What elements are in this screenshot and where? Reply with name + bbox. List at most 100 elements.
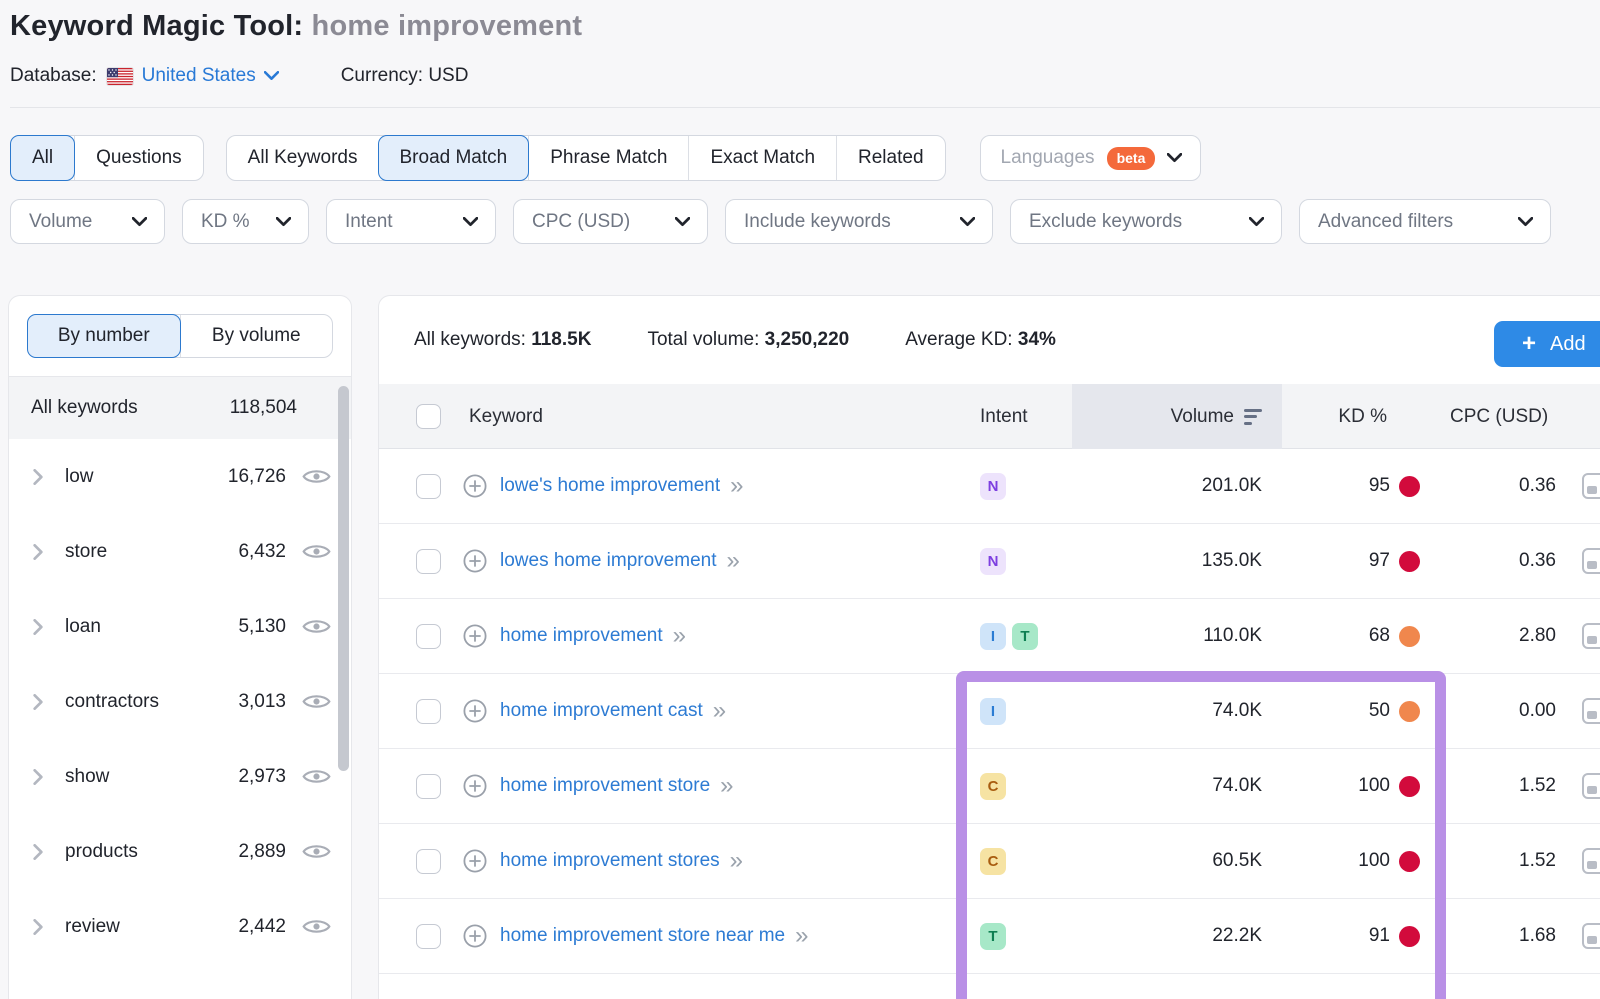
eye-icon[interactable] <box>302 542 331 561</box>
keyword-link[interactable]: home improvement cast <box>500 700 703 721</box>
kd-dot <box>1399 700 1420 722</box>
tab-exact-match[interactable]: Exact Match <box>688 136 836 180</box>
double-chevron-icon[interactable]: » <box>712 697 727 724</box>
keyword-link[interactable]: lowe's home improvement <box>500 475 721 496</box>
intent-cell: C <box>970 847 1072 875</box>
column-header-cpc[interactable]: CPC (USD) <box>1450 405 1549 427</box>
select-all-checkbox[interactable] <box>416 404 441 429</box>
filter-kd[interactable]: KD % <box>182 199 309 244</box>
intent-badge-commercial: C <box>980 772 1006 800</box>
toggle-by-number[interactable]: By number <box>27 314 181 358</box>
column-header-keyword[interactable]: Keyword <box>469 405 543 427</box>
sidebar-all-keywords-row[interactable]: All keywords 118,504 <box>9 376 351 439</box>
chevron-right-icon[interactable] <box>33 918 43 935</box>
plus-circle-icon[interactable] <box>463 549 487 573</box>
plus-circle-icon[interactable] <box>463 849 487 873</box>
filter-cpc-usd[interactable]: CPC (USD) <box>513 199 708 244</box>
languages-dropdown[interactable]: Languages beta <box>979 135 1202 181</box>
tab-broad-match[interactable]: Broad Match <box>377 135 530 181</box>
result-type-tabs: All Questions <box>10 135 204 181</box>
plus-circle-icon[interactable] <box>463 774 487 798</box>
double-chevron-icon[interactable]: » <box>730 472 744 499</box>
sidebar-group-contractors[interactable]: contractors 3,013 <box>9 664 351 739</box>
chevron-right-icon[interactable] <box>33 543 43 560</box>
eye-icon[interactable] <box>302 467 331 486</box>
chevron-right-icon[interactable] <box>33 468 43 485</box>
intent-badge-informational: I <box>980 622 1006 650</box>
double-chevron-icon[interactable]: » <box>729 847 744 874</box>
tab-related[interactable]: Related <box>836 136 945 180</box>
row-checkbox[interactable] <box>416 773 441 799</box>
plus-circle-icon[interactable] <box>463 924 487 948</box>
filter-exclude-keywords[interactable]: Exclude keywords <box>1010 199 1282 244</box>
row-checkbox[interactable] <box>416 473 441 499</box>
row-checkbox[interactable] <box>416 548 441 574</box>
kd-dot <box>1399 550 1420 572</box>
chevron-down-icon <box>276 216 291 226</box>
plus-circle-icon[interactable] <box>463 624 487 648</box>
eye-icon[interactable] <box>302 692 331 711</box>
chevron-right-icon[interactable] <box>33 618 43 635</box>
table-row: home improvement store near me » T 22.2K 91 1… <box>379 899 1600 974</box>
plus-circle-icon[interactable] <box>463 474 487 498</box>
keyword-link[interactable]: home improvement <box>500 625 663 646</box>
sidebar-group-low[interactable]: low 16,726 <box>9 439 351 514</box>
keyword-link[interactable]: home improvement store near me <box>500 925 786 946</box>
column-header-kd[interactable]: KD % <box>1338 405 1387 427</box>
row-checkbox[interactable] <box>416 848 441 874</box>
group-count: 16,726 <box>227 465 286 487</box>
tab-all-keywords[interactable]: All Keywords <box>227 136 379 180</box>
filter-intent[interactable]: Intent <box>326 199 496 244</box>
add-button[interactable]: + Add <box>1494 321 1600 367</box>
keyword-groups-sidebar: By number By volume All keywords 118,504 … <box>8 295 352 999</box>
volume-value: 135.0K <box>1201 550 1262 571</box>
tab-phrase-match[interactable]: Phrase Match <box>528 136 688 180</box>
serp-features-icon <box>1582 548 1600 574</box>
tab-all[interactable]: All <box>10 135 76 181</box>
database-selector[interactable]: United States <box>142 65 279 87</box>
double-chevron-icon[interactable]: » <box>795 922 809 949</box>
eye-icon[interactable] <box>302 842 331 861</box>
sidebar-group-review[interactable]: review 2,442 <box>9 889 351 964</box>
table-row: lowe's home improvement » N 201.0K 95 0.36 <box>379 449 1600 524</box>
keyword-link[interactable]: lowes home improvement <box>500 550 717 571</box>
sidebar-group-store[interactable]: store 6,432 <box>9 514 351 589</box>
sidebar-group-loan[interactable]: loan 5,130 <box>9 589 351 664</box>
filter-volume[interactable]: Volume <box>10 199 165 244</box>
group-count: 2,889 <box>238 840 286 862</box>
languages-label: Languages <box>1000 147 1095 168</box>
chevron-right-icon[interactable] <box>33 768 43 785</box>
filter-include-keywords[interactable]: Include keywords <box>725 199 993 244</box>
sidebar-scrollbar[interactable] <box>338 386 349 771</box>
chevron-right-icon[interactable] <box>33 693 43 710</box>
group-count: 2,973 <box>238 765 286 787</box>
chevron-right-icon[interactable] <box>33 843 43 860</box>
cpc-value: 1.52 <box>1519 850 1556 871</box>
row-checkbox[interactable] <box>416 698 441 724</box>
filter-advanced-filters[interactable]: Advanced filters <box>1299 199 1551 244</box>
group-label: review <box>65 915 120 937</box>
toggle-by-volume[interactable]: By volume <box>179 315 333 357</box>
cpc-cell: 1.68 <box>1442 923 1600 949</box>
column-header-volume[interactable]: Volume <box>1072 384 1282 449</box>
keyword-link[interactable]: home improvement stores <box>500 850 720 871</box>
sidebar-group-products[interactable]: products 2,889 <box>9 814 351 889</box>
kd-cell: 97 <box>1282 550 1442 572</box>
tab-questions[interactable]: Questions <box>74 136 203 180</box>
volume-value: 201.0K <box>1201 475 1262 496</box>
sidebar-group-show[interactable]: show 2,973 <box>9 739 351 814</box>
kd-value: 68 <box>1368 625 1390 646</box>
double-chevron-icon[interactable]: » <box>720 772 734 799</box>
eye-icon[interactable] <box>302 767 331 786</box>
eye-icon[interactable] <box>302 617 331 636</box>
keyword-link[interactable]: home improvement store <box>500 775 711 796</box>
stat-all-keywords: All keywords: 118.5K <box>414 329 592 350</box>
double-chevron-icon[interactable]: » <box>672 622 686 649</box>
double-chevron-icon[interactable]: » <box>726 547 740 574</box>
eye-icon[interactable] <box>302 917 331 936</box>
chevron-down-icon <box>263 71 279 80</box>
column-header-intent[interactable]: Intent <box>980 405 1028 427</box>
plus-circle-icon[interactable] <box>463 699 487 723</box>
row-checkbox[interactable] <box>416 923 441 949</box>
row-checkbox[interactable] <box>416 623 441 649</box>
